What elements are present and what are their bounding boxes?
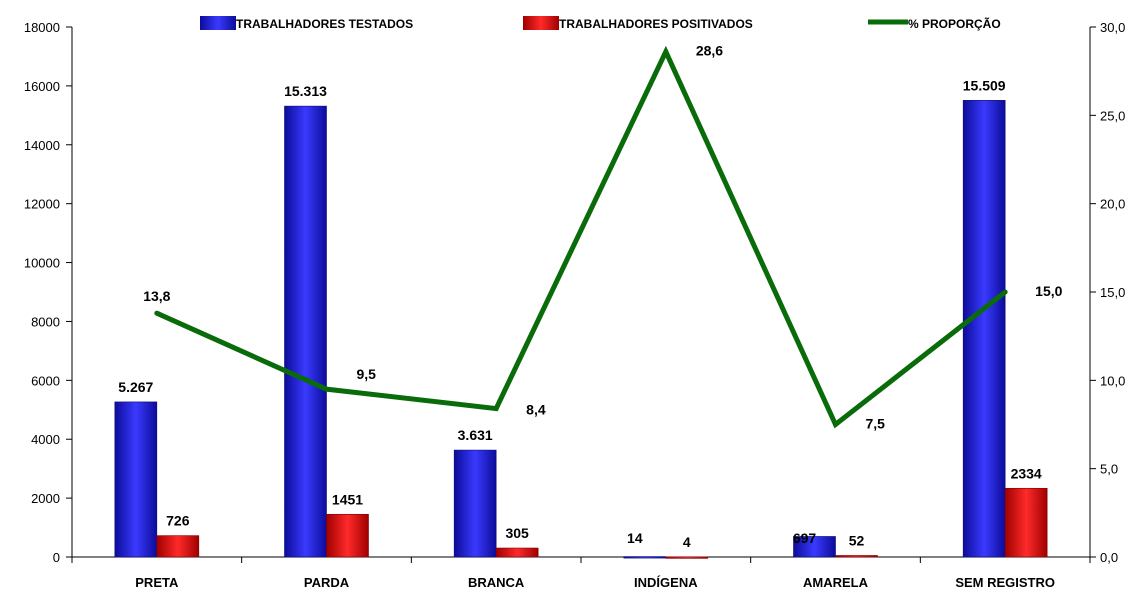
category-label: INDÍGENA: [634, 575, 698, 590]
left-tick-label: 12000: [24, 197, 60, 212]
label-positivados: 1451: [332, 491, 363, 507]
axes: 0 2000 4000 6000 8000 10000 12000 14000 16000 180…: [24, 20, 1125, 590]
label-proporcao: 15,0: [1035, 283, 1062, 299]
left-tick-label: 0: [53, 550, 60, 565]
bar-positivados: [665, 556, 709, 559]
category-label: PRETA: [135, 575, 179, 590]
legend: TRABALHADORES TESTADOS TRABALHADORES POSI…: [200, 16, 1001, 31]
label-positivados: 52: [849, 532, 865, 548]
left-tick-label: 14000: [24, 138, 60, 153]
category-label: SEM REGISTRO: [955, 575, 1055, 590]
bar-positivados: [495, 547, 539, 558]
label-positivados: 2334: [1011, 465, 1042, 481]
left-tick-label: 10000: [24, 256, 60, 271]
label-proporcao: 7,5: [866, 416, 886, 432]
label-proporcao: 9,5: [357, 366, 377, 382]
line-point: [493, 406, 499, 412]
legend-label: % PROPORÇÃO: [908, 16, 1001, 31]
right-tick-label: 5,0: [1100, 462, 1118, 477]
right-tick-label: 10,0: [1100, 373, 1125, 388]
line-point: [324, 386, 329, 392]
legend-swatch: [523, 16, 559, 30]
category-label: BRANCA: [468, 575, 525, 590]
line-point: [833, 422, 838, 427]
left-tick-label: 8000: [31, 314, 60, 329]
category-label: PARDA: [304, 575, 350, 590]
label-proporcao: 13,8: [143, 288, 170, 304]
label-testados: 697: [793, 530, 817, 546]
label-testados: 14: [627, 530, 643, 546]
right-tick-label: 0,0: [1100, 550, 1118, 565]
legend-swatch: [200, 16, 236, 30]
label-positivados: 305: [505, 525, 529, 541]
bar-testados: [962, 100, 1006, 558]
bar-testados: [623, 556, 667, 559]
label-positivados: 726: [166, 513, 190, 529]
bar-testados: [114, 401, 158, 558]
line-point: [154, 310, 160, 316]
bar-testados: [284, 105, 327, 558]
line-proporcao: [155, 45, 1007, 429]
right-tick-label: 20,0: [1100, 197, 1125, 212]
line-layer: [154, 45, 1008, 429]
bar-positivados: [156, 535, 200, 558]
left-tick-label: 2000: [31, 491, 60, 506]
bar-testados: [453, 449, 497, 558]
left-tick-label: 6000: [31, 373, 60, 388]
legend-label: TRABALHADORES POSITIVADOS: [559, 17, 753, 31]
category-label: AMARELA: [803, 575, 869, 590]
label-testados: 15.509: [963, 77, 1006, 93]
left-tick-label: 16000: [24, 79, 60, 94]
label-proporcao: 8,4: [526, 402, 546, 418]
left-tick-label: 4000: [31, 432, 60, 447]
bars: [114, 100, 1048, 559]
left-tick-label: 18000: [24, 20, 60, 35]
right-tick-label: 30,0: [1100, 20, 1125, 35]
label-positivados: 4: [683, 534, 691, 550]
legend-item: % PROPORÇÃO: [868, 16, 1001, 31]
label-proporcao: 28,6: [696, 43, 723, 59]
legend-label: TRABALHADORES TESTADOS: [236, 17, 413, 31]
right-tick-label: 15,0: [1100, 285, 1125, 300]
right-tick-label: 25,0: [1100, 108, 1125, 123]
legend-item: TRABALHADORES POSITIVADOS: [523, 16, 753, 31]
bar-positivados: [326, 513, 369, 558]
bar-testados: [793, 536, 836, 558]
line-point: [663, 49, 669, 55]
label-testados: 3.631: [458, 427, 493, 443]
line-point: [1002, 289, 1008, 295]
data-labels: 5.267 15.313 3.631 14 697 15.509 726 1451 305 4 52…: [118, 43, 1062, 550]
bar-positivados: [835, 555, 878, 558]
legend-item: TRABALHADORES TESTADOS: [200, 16, 413, 31]
label-testados: 5.267: [118, 379, 153, 395]
bar-positivados: [1004, 487, 1048, 558]
label-testados: 15.313: [284, 83, 327, 99]
